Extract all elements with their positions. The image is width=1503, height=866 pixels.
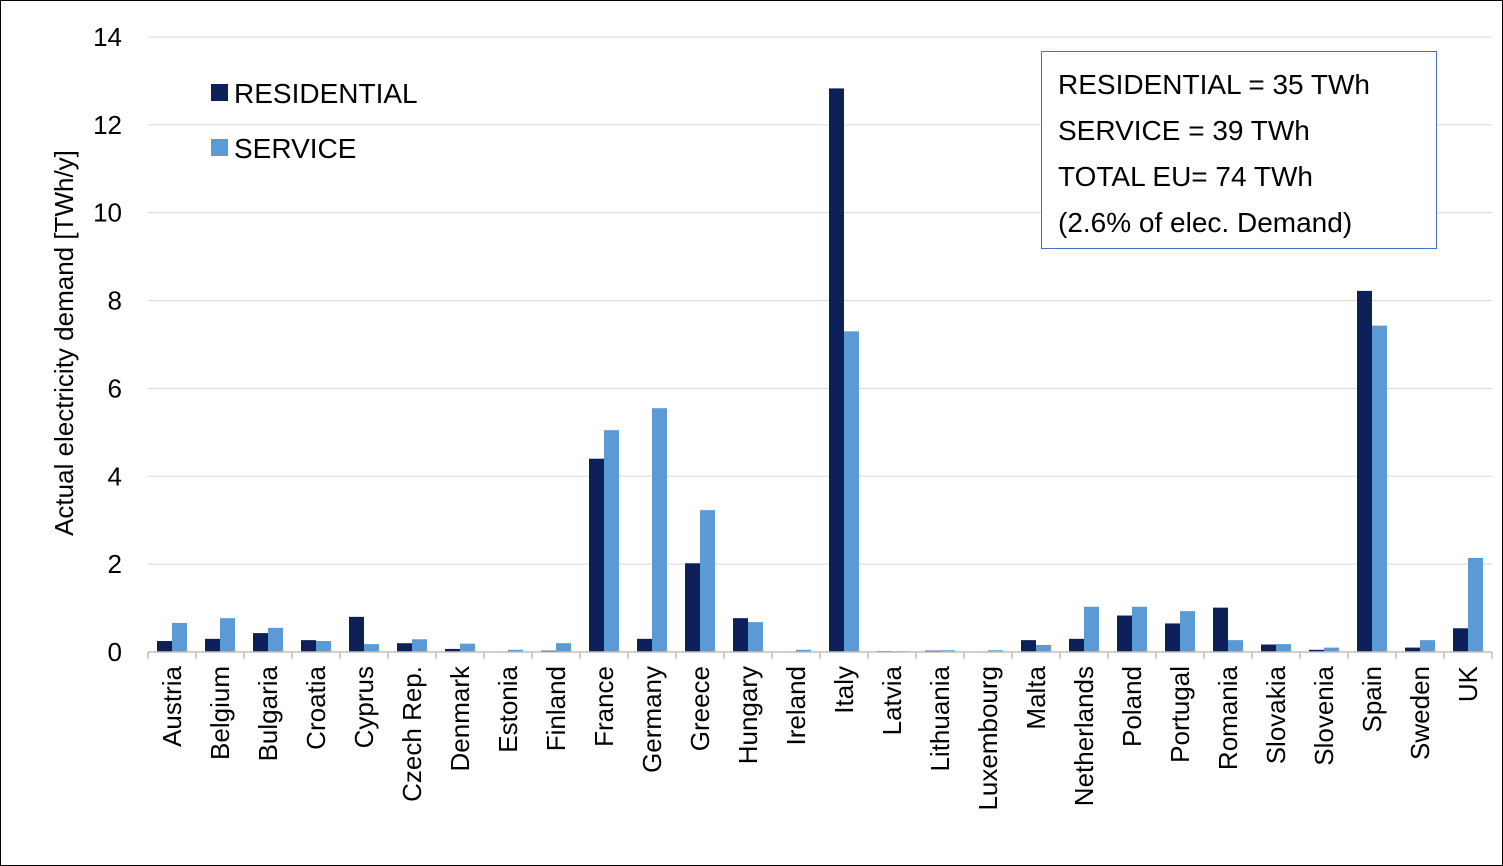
y-tick-label: 12 xyxy=(93,110,122,140)
x-tick-label: Denmark xyxy=(445,665,475,771)
bar-residential-croatia xyxy=(301,640,316,652)
legend-swatch-service xyxy=(211,139,228,156)
bar-service-belgium xyxy=(220,618,235,652)
x-tick-label: Spain xyxy=(1357,666,1387,733)
bar-residential-austria xyxy=(157,641,172,652)
bar-service-spain xyxy=(1372,326,1387,652)
bar-service-italy xyxy=(844,331,859,652)
y-tick-label: 14 xyxy=(93,22,122,52)
y-tick-label: 0 xyxy=(108,637,122,667)
bar-residential-czech-rep xyxy=(397,643,412,652)
x-tick-label: Luxembourg xyxy=(973,666,1003,811)
annotation-line-share: (2.6% of elec. Demand) xyxy=(1058,200,1436,246)
x-tick-label: Romania xyxy=(1213,665,1243,770)
annotation-line-residential: RESIDENTIAL = 35 TWh xyxy=(1058,62,1436,108)
bar-service-greece xyxy=(700,510,715,652)
x-tick-label: Lithuania xyxy=(925,665,955,771)
x-tick-label: Belgium xyxy=(205,666,235,760)
x-tick-label: Germany xyxy=(637,666,667,773)
x-tick-label: Ireland xyxy=(781,666,811,746)
y-tick-label: 8 xyxy=(108,286,122,316)
y-tick-labels: 0 2 4 6 8 10 12 14 xyxy=(93,22,122,667)
bar-residential-bulgaria xyxy=(253,633,268,652)
bar-residential-hungary xyxy=(733,618,748,652)
annotation-line-service: SERVICE = 39 TWh xyxy=(1058,108,1436,154)
x-tick-label: France xyxy=(589,666,619,747)
bar-service-netherlands xyxy=(1084,607,1099,652)
bar-residential-uk xyxy=(1453,628,1468,652)
bar-service-france xyxy=(604,430,619,652)
x-tick-label: Netherlands xyxy=(1069,666,1099,806)
bar-residential-germany xyxy=(637,639,652,652)
bar-service-czech-rep xyxy=(412,639,427,652)
bar-residential-belgium xyxy=(205,639,220,652)
bar-service-germany xyxy=(652,408,667,652)
bar-residential-slovakia xyxy=(1261,645,1276,652)
x-tick-label: Bulgaria xyxy=(253,665,283,761)
legend-label-residential: RESIDENTIAL xyxy=(234,78,418,109)
bar-service-cyprus xyxy=(364,644,379,652)
bar-residential-italy xyxy=(829,88,844,652)
totals-annotation-box: RESIDENTIAL = 35 TWh SERVICE = 39 TWh TO… xyxy=(1041,51,1437,249)
x-tick-label: Sweden xyxy=(1405,666,1435,760)
bar-residential-netherlands xyxy=(1069,639,1084,652)
x-tick-label: Greece xyxy=(685,666,715,751)
x-tick-label: Cyprus xyxy=(349,666,379,748)
x-tick-label: Portugal xyxy=(1165,666,1195,763)
bar-service-uk xyxy=(1468,558,1483,652)
x-tick-label: Latvia xyxy=(877,665,907,735)
x-tick-labels: Austria Belgium Bulgaria Croatia Cyprus Czech… xyxy=(157,665,1483,811)
legend-label-service: SERVICE xyxy=(234,133,356,164)
x-tick-label: Estonia xyxy=(493,665,523,752)
x-tick-label: Hungary xyxy=(733,666,763,764)
x-tick-label: Austria xyxy=(157,665,187,746)
bar-service-sweden xyxy=(1420,640,1435,652)
x-tick-label: Italy xyxy=(829,666,859,714)
bar-residential-spain xyxy=(1357,291,1372,652)
bar-residential-portugal xyxy=(1165,623,1180,652)
legend-swatch-residential xyxy=(211,84,228,101)
bar-service-hungary xyxy=(748,622,763,652)
bar-residential-malta xyxy=(1021,640,1036,652)
x-tick-label: Croatia xyxy=(301,665,331,749)
bar-service-croatia xyxy=(316,641,331,652)
bar-service-austria xyxy=(172,623,187,652)
bar-residential-poland xyxy=(1117,616,1132,652)
x-tick-label: UK xyxy=(1453,665,1483,702)
x-tick-label: Slovakia xyxy=(1261,665,1291,764)
x-tick-label: Malta xyxy=(1021,665,1051,729)
x-tick-label: Poland xyxy=(1117,666,1147,747)
annotation-line-total: TOTAL EU= 74 TWh xyxy=(1058,154,1436,200)
x-tick-label: Finland xyxy=(541,666,571,751)
bar-residential-cyprus xyxy=(349,617,364,652)
bar-service-romania xyxy=(1228,640,1243,652)
y-tick-label: 4 xyxy=(108,461,122,491)
y-tick-label: 6 xyxy=(108,373,122,403)
bar-service-portugal xyxy=(1180,611,1195,652)
y-tick-label: 2 xyxy=(108,549,122,579)
x-tick-label: Slovenia xyxy=(1309,665,1339,765)
bar-service-malta xyxy=(1036,645,1051,652)
bar-service-bulgaria xyxy=(268,628,283,652)
y-tick-label: 10 xyxy=(93,198,122,228)
bar-residential-france xyxy=(589,459,604,652)
bar-residential-greece xyxy=(685,563,700,652)
x-tick-label: Czech Rep. xyxy=(397,666,427,802)
bar-service-slovakia xyxy=(1276,644,1291,652)
axes xyxy=(148,652,1492,659)
legend: RESIDENTIAL SERVICE xyxy=(211,78,418,164)
bar-residential-romania xyxy=(1213,608,1228,652)
bar-service-denmark xyxy=(460,644,475,652)
bar-service-finland xyxy=(556,643,571,652)
bar-service-poland xyxy=(1132,607,1147,652)
y-axis-title: Actual electricity demand [TWh/y] xyxy=(49,150,79,536)
